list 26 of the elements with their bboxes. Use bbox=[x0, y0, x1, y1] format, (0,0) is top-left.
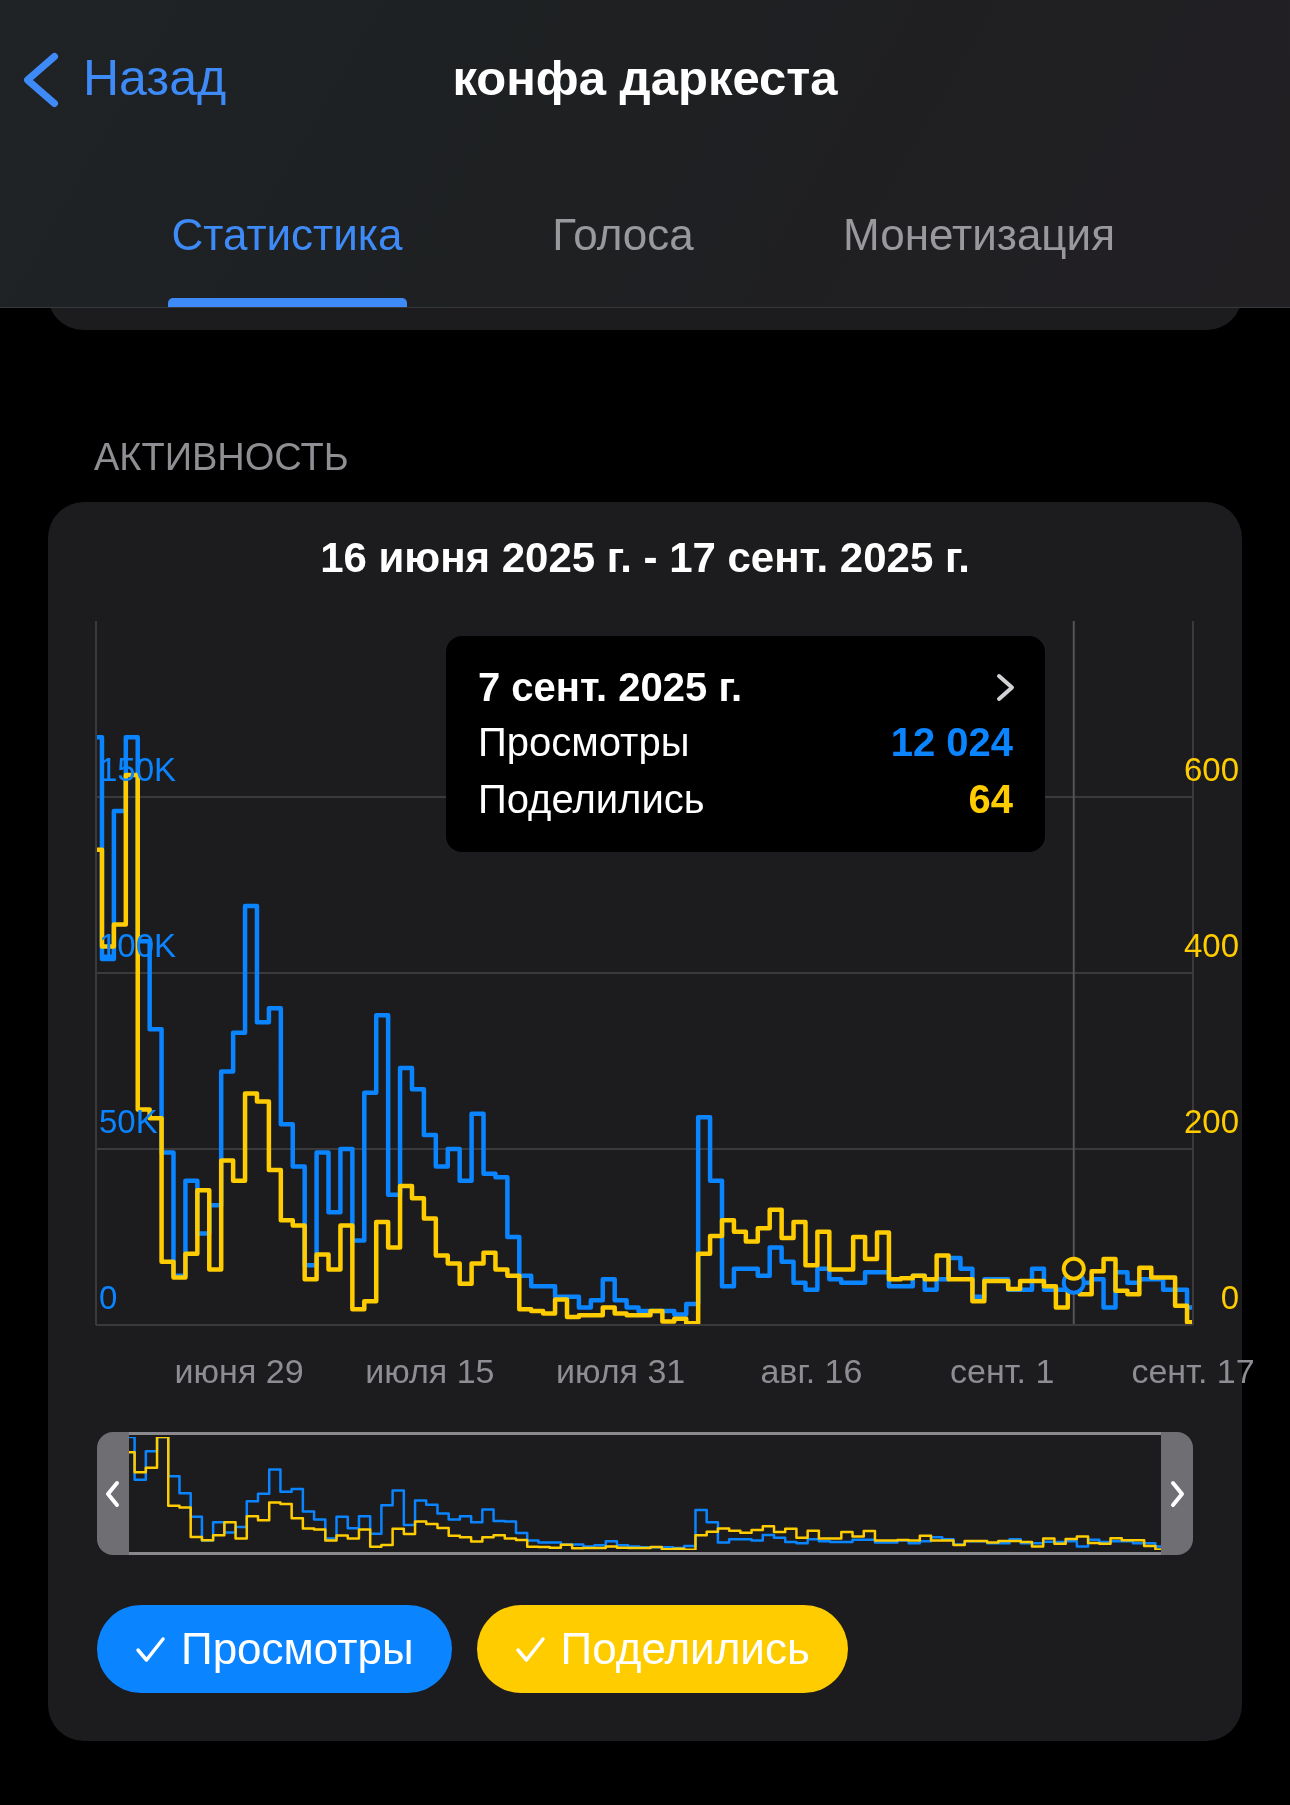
annotation: 12 024 bbox=[890, 719, 1013, 766]
text: конфа даркеста bbox=[452, 49, 838, 107]
x-tick-label: авг. 16 bbox=[760, 1352, 863, 1390]
y2-tick-label: 0 bbox=[1220, 1279, 1239, 1316]
y-tick-label: 50K bbox=[99, 1103, 158, 1140]
chart-title: АКТИВНОСТЬ bbox=[94, 435, 349, 481]
text: Просмотры bbox=[181, 1623, 414, 1675]
y-tick-label: 0 bbox=[99, 1279, 118, 1316]
text: Монетизация bbox=[843, 208, 1115, 261]
annotation: 7 сент. 2025 г. bbox=[478, 664, 743, 711]
text: Назад bbox=[83, 49, 227, 108]
y2-tick-label: 600 bbox=[1183, 751, 1239, 788]
x-tick-label: сент. 1 bbox=[950, 1352, 1055, 1390]
text: Статистика bbox=[171, 208, 403, 261]
y2-tick-label: 400 bbox=[1183, 927, 1239, 964]
x-tick-label: сент. 17 bbox=[1131, 1352, 1255, 1390]
annotation: Поделились bbox=[478, 776, 705, 823]
text: Поделились bbox=[560, 1623, 810, 1675]
x-tick-label: июля 31 bbox=[556, 1352, 686, 1390]
annotation: 64 bbox=[968, 776, 1013, 823]
chart-subtitle: 16 июня 2025 г. - 17 сент. 2025 г. bbox=[320, 532, 970, 583]
y2-tick-label: 200 bbox=[1183, 1103, 1239, 1140]
x-tick-label: июля 15 bbox=[365, 1352, 495, 1390]
text: Голоса bbox=[552, 208, 694, 261]
x-tick-label: июня 29 bbox=[174, 1352, 304, 1390]
annotation: Просмотры bbox=[478, 719, 690, 766]
